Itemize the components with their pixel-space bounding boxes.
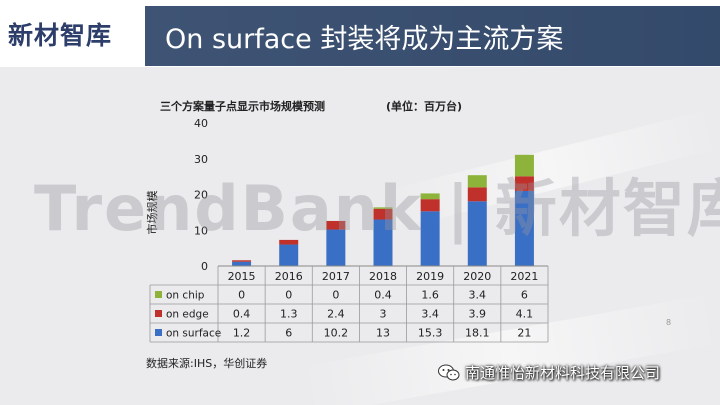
y-tick-label: 10 — [194, 224, 208, 237]
bar-segment — [279, 244, 299, 266]
data-label: 0.4 — [233, 308, 251, 321]
wechat-icon — [438, 364, 460, 380]
bar-segment — [373, 208, 393, 220]
y-tick-label: 30 — [194, 153, 208, 166]
x-tick-label: 2021 — [510, 270, 538, 283]
x-tick-label: 2017 — [322, 270, 350, 283]
bar-segment — [420, 199, 440, 212]
logo-text-right: 智库 — [60, 21, 113, 50]
data-label: 6 — [285, 327, 292, 340]
title-bar: On surface 封装将成为主流方案 — [145, 6, 720, 66]
bar-segment — [514, 154, 534, 177]
data-label: 13 — [376, 327, 390, 340]
bar-segment — [373, 219, 393, 266]
data-label: 0 — [332, 289, 339, 302]
data-source-note: 数据来源:IHS，华创证券 — [146, 357, 268, 370]
data-label: 3.4 — [469, 289, 487, 302]
data-label: 0 — [238, 289, 245, 302]
data-label: 1.6 — [421, 289, 439, 302]
bar-segment — [232, 261, 252, 266]
x-tick-label: 2018 — [369, 270, 397, 283]
y-tick-label: 40 — [194, 117, 208, 130]
data-label: 1.2 — [233, 327, 251, 340]
bar-segment — [279, 239, 299, 245]
data-label: 21 — [517, 327, 531, 340]
chart-unit-label: (单位：百万台) — [386, 100, 463, 113]
bar-segment — [326, 229, 346, 266]
logo-text-left: 新材 — [8, 21, 61, 50]
legend-swatch — [155, 291, 162, 298]
data-label: 18.1 — [465, 327, 490, 340]
bar-segment — [467, 201, 487, 266]
data-label: 6 — [521, 289, 528, 302]
bar-segment — [420, 193, 440, 200]
slide-header: 新材 智库 On surface 封装将成为主流方案 — [0, 0, 720, 67]
x-tick-label: 2019 — [416, 270, 444, 283]
data-label: 2.4 — [327, 308, 345, 321]
wechat-account-name: 南通惟怡新材料科技有限公司 — [465, 364, 661, 382]
data-label: 10.2 — [324, 327, 349, 340]
bar-segment — [514, 190, 534, 266]
data-label: 4.1 — [516, 308, 534, 321]
legend-swatch — [155, 310, 162, 317]
y-tick-label: 0 — [201, 260, 208, 273]
bar-segment — [232, 260, 252, 262]
wechat-account: 南通惟怡新材料科技有限公司 — [438, 362, 660, 383]
data-label: 0 — [285, 289, 292, 302]
bar-segment — [467, 175, 487, 188]
data-label: 0.4 — [374, 289, 392, 302]
legend-label: on surface — [166, 328, 221, 340]
legend-label: on edge — [166, 309, 209, 321]
bar-segment — [514, 176, 534, 191]
brand-logo: 新材 智库 — [8, 14, 112, 54]
legend-label: on chip — [166, 290, 205, 302]
data-label: 3.4 — [421, 308, 439, 321]
x-tick-label: 2015 — [228, 270, 256, 283]
data-label: 3.9 — [469, 308, 487, 321]
y-axis-title: 市场规模 — [145, 191, 159, 235]
slide-title: On surface 封装将成为主流方案 — [165, 23, 564, 55]
data-label: 3 — [380, 308, 387, 321]
y-tick-label: 20 — [194, 189, 208, 202]
x-tick-label: 2016 — [275, 270, 303, 283]
legend-swatch — [155, 329, 162, 336]
page-number: 8 — [666, 318, 672, 327]
data-label: 15.3 — [418, 327, 443, 340]
bar-segment — [326, 220, 346, 230]
bar-segment — [373, 207, 393, 209]
bar-segment — [467, 187, 487, 202]
data-label: 1.3 — [280, 308, 298, 321]
bar-segment — [420, 211, 440, 266]
x-tick-label: 2020 — [463, 270, 491, 283]
chart-title: 三个方案量子点显示市场规模预测 — [160, 100, 325, 113]
